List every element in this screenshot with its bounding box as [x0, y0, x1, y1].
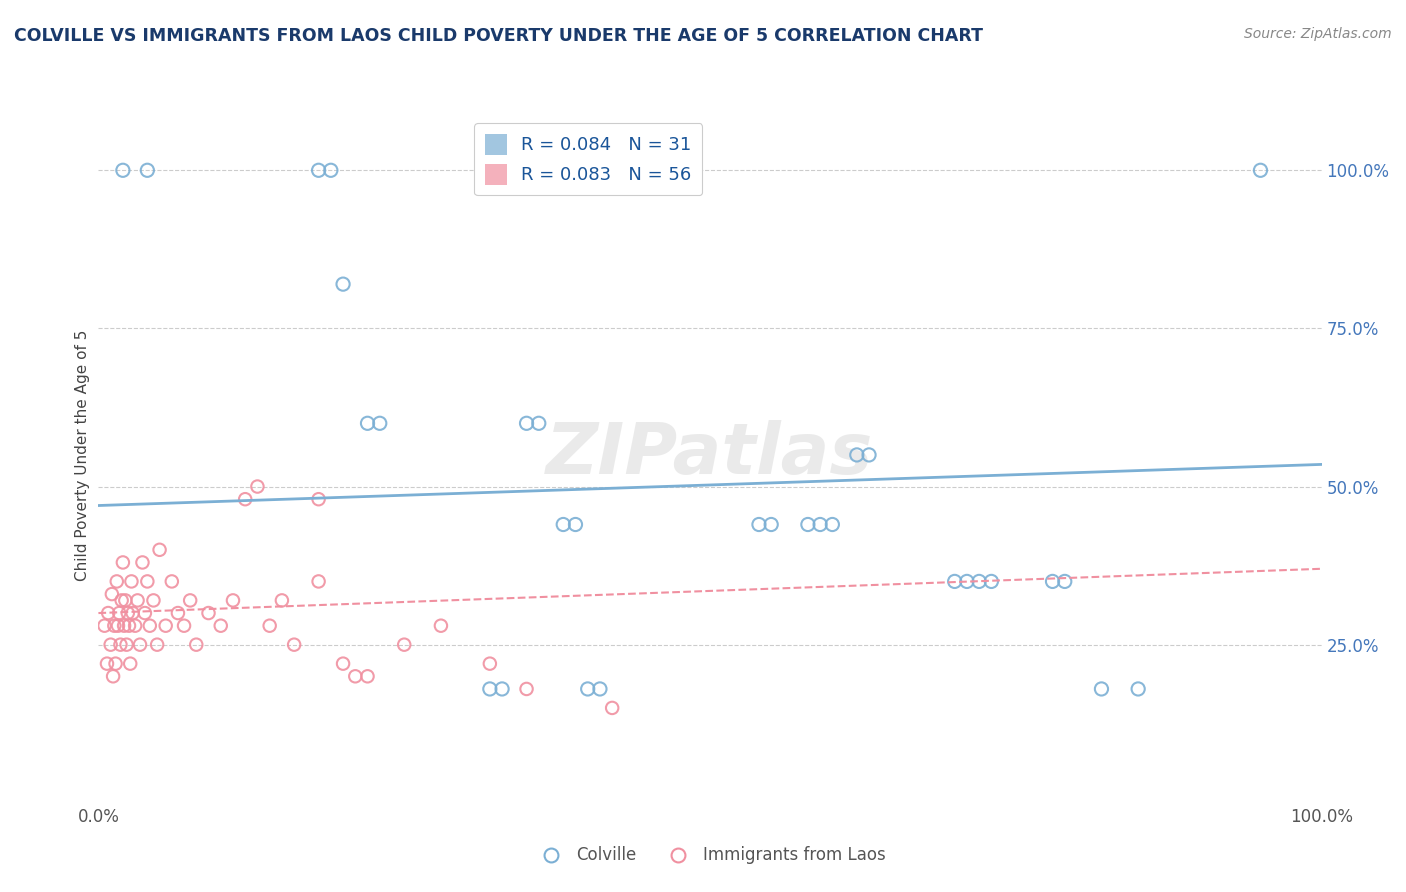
Point: [139, 618, 162, 632]
Point: [111, 163, 134, 178]
Point: [356, 669, 378, 683]
Point: [1053, 574, 1076, 589]
Point: [943, 574, 966, 589]
Point: [155, 618, 177, 632]
Point: [956, 574, 979, 589]
Point: [308, 163, 330, 178]
Point: [131, 556, 153, 570]
Point: [332, 657, 354, 671]
Point: [1128, 681, 1150, 696]
Point: [134, 606, 156, 620]
Point: [797, 517, 820, 532]
Point: [1249, 163, 1271, 178]
Point: [167, 606, 190, 620]
Point: [97, 606, 120, 620]
Legend: Colville, Immigrants from Laos: Colville, Immigrants from Laos: [527, 839, 893, 871]
Point: [96, 657, 118, 671]
Point: [121, 606, 143, 620]
Point: [430, 618, 453, 632]
Point: [808, 517, 831, 532]
Point: [108, 606, 131, 620]
Point: [222, 593, 245, 607]
Point: [821, 517, 844, 532]
Y-axis label: Child Poverty Under the Age of 5: Child Poverty Under the Age of 5: [75, 329, 90, 581]
Text: Source: ZipAtlas.com: Source: ZipAtlas.com: [1244, 27, 1392, 41]
Point: [114, 593, 136, 607]
Point: [246, 479, 269, 493]
Point: [270, 593, 294, 607]
Point: [120, 657, 142, 671]
Point: [117, 606, 139, 620]
Point: [101, 587, 124, 601]
Point: [478, 657, 501, 671]
Point: [115, 638, 138, 652]
Point: [120, 574, 142, 589]
Point: [127, 593, 149, 607]
Point: [1090, 681, 1112, 696]
Point: [259, 618, 281, 632]
Point: [478, 681, 501, 696]
Point: [576, 681, 599, 696]
Text: COLVILLE VS IMMIGRANTS FROM LAOS CHILD POVERTY UNDER THE AGE OF 5 CORRELATION CH: COLVILLE VS IMMIGRANTS FROM LAOS CHILD P…: [14, 27, 983, 45]
Point: [308, 492, 330, 507]
Point: [100, 638, 122, 652]
Point: [600, 701, 623, 715]
Point: [111, 556, 134, 570]
Point: [142, 593, 165, 607]
Text: ZIPatlas: ZIPatlas: [547, 420, 873, 490]
Point: [553, 517, 575, 532]
Point: [356, 417, 378, 431]
Point: [136, 574, 159, 589]
Point: [368, 417, 391, 431]
Point: [967, 574, 990, 589]
Point: [515, 417, 537, 431]
Point: [527, 417, 550, 431]
Point: [186, 638, 208, 652]
Point: [858, 448, 880, 462]
Point: [748, 517, 770, 532]
Point: [491, 681, 513, 696]
Point: [392, 638, 416, 652]
Point: [308, 574, 330, 589]
Point: [110, 638, 132, 652]
Point: [515, 681, 537, 696]
Point: [332, 277, 354, 292]
Point: [197, 606, 219, 620]
Point: [845, 448, 868, 462]
Point: [319, 163, 342, 178]
Point: [101, 669, 124, 683]
Point: [1042, 574, 1064, 589]
Point: [160, 574, 183, 589]
Point: [105, 574, 128, 589]
Point: [104, 657, 127, 671]
Point: [124, 618, 146, 632]
Point: [129, 638, 152, 652]
Point: [980, 574, 1002, 589]
Point: [93, 618, 115, 632]
Point: [111, 593, 134, 607]
Point: [112, 618, 135, 632]
Point: [233, 492, 256, 507]
Point: [173, 618, 195, 632]
Point: [146, 638, 169, 652]
Point: [589, 681, 612, 696]
Point: [344, 669, 367, 683]
Point: [283, 638, 305, 652]
Point: [107, 618, 129, 632]
Point: [149, 542, 172, 557]
Point: [118, 618, 141, 632]
Point: [136, 163, 159, 178]
Point: [103, 618, 125, 632]
Point: [761, 517, 783, 532]
Point: [179, 593, 201, 607]
Point: [564, 517, 586, 532]
Point: [209, 618, 232, 632]
